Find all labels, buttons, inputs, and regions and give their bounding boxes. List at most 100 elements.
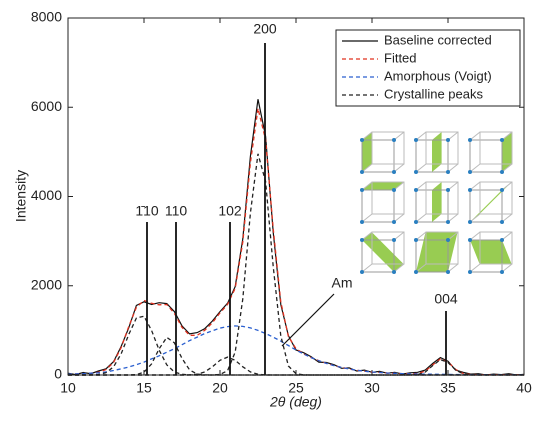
cube-edge	[447, 263, 459, 273]
cube-edge	[361, 263, 373, 273]
y-tick-label: 6000	[31, 98, 62, 114]
crystal-plane	[470, 240, 512, 264]
annotation: 110	[165, 203, 188, 219]
cube-edge	[361, 181, 373, 191]
cube-edge	[393, 263, 405, 273]
atom	[360, 138, 364, 142]
cube-edge	[393, 213, 405, 223]
cube-front	[361, 139, 395, 173]
cube-back	[479, 131, 513, 165]
cube-edge	[501, 231, 513, 241]
cube-edge	[393, 231, 405, 241]
series-line	[67, 108, 524, 376]
cube-front	[469, 189, 503, 223]
x-tick-label: 40	[516, 380, 532, 396]
atom	[392, 170, 396, 174]
cube-edge	[415, 163, 427, 173]
y-tick-label: 4000	[31, 187, 62, 203]
annotation: 102	[218, 203, 242, 219]
cube-front	[469, 139, 503, 173]
atom	[360, 220, 364, 224]
atom	[414, 220, 418, 224]
series-line	[68, 315, 524, 376]
x-tick-label: 30	[364, 380, 380, 396]
cube-edge	[469, 131, 481, 141]
atom	[392, 270, 396, 274]
cube-edge	[361, 231, 373, 241]
atom	[414, 188, 418, 192]
cube-edge	[447, 131, 459, 141]
atom	[392, 188, 396, 192]
legend-label: Baseline corrected	[384, 32, 492, 47]
cube-edge	[393, 131, 405, 141]
cube-edge	[447, 231, 459, 241]
annotation: 004	[434, 291, 458, 307]
cube-back	[371, 231, 405, 265]
inset-crystal-planes	[360, 131, 513, 274]
atom	[446, 138, 450, 142]
legend-label: Amorphous (Voigt)	[384, 68, 492, 83]
atom	[446, 238, 450, 242]
x-tick-label: 15	[136, 380, 152, 396]
atom	[446, 188, 450, 192]
cube-back	[425, 231, 459, 265]
cube-back	[371, 131, 405, 165]
atom	[468, 220, 472, 224]
cube-front	[415, 239, 449, 273]
atom	[360, 238, 364, 242]
cube-edge	[393, 181, 405, 191]
atom	[392, 220, 396, 224]
cube-front	[415, 139, 449, 173]
y-tick-label: 2000	[31, 276, 62, 292]
x-tick-label: 10	[60, 380, 76, 396]
x-tick-label: 25	[288, 380, 304, 396]
x-axis-label: 2θ (deg)	[269, 394, 322, 410]
cube-edge	[361, 163, 373, 173]
atom	[468, 270, 472, 274]
cube-edge	[447, 213, 459, 223]
cube-edge	[469, 163, 481, 173]
y-tick-label: 8000	[31, 9, 62, 25]
legend-box	[335, 29, 521, 107]
crystal-plane	[416, 232, 458, 272]
cube-front	[361, 189, 395, 223]
cube-edge	[501, 163, 513, 173]
cube-edge	[469, 231, 481, 241]
cube-edge	[393, 163, 405, 173]
cube-back	[479, 181, 513, 215]
y-axis-label: Intensity	[13, 170, 29, 222]
atom	[414, 270, 418, 274]
plot-frame	[67, 17, 525, 376]
crystal-plane	[362, 182, 404, 190]
cube-edge	[415, 131, 427, 141]
legend-label: Crystalline peaks	[384, 86, 483, 101]
cube-edge	[447, 163, 459, 173]
atom	[446, 220, 450, 224]
cube-edge	[501, 181, 513, 191]
cube-edge	[447, 181, 459, 191]
y-tick-label: 0	[54, 366, 62, 382]
cube-front	[361, 239, 395, 273]
cube-edge	[415, 181, 427, 191]
crystal-plane	[362, 232, 404, 272]
cube-edge	[501, 213, 513, 223]
legend-label: Fitted	[384, 50, 417, 65]
atom	[414, 138, 418, 142]
crystal-plane	[502, 132, 512, 172]
atom	[500, 270, 504, 274]
x-tick-label: 35	[440, 380, 456, 396]
atom	[468, 238, 472, 242]
cube-back	[371, 181, 405, 215]
cube-edge	[469, 263, 481, 273]
cube-edge	[415, 263, 427, 273]
cube-back	[479, 231, 513, 265]
crystal-plane	[362, 132, 372, 172]
cube-edge	[469, 213, 481, 223]
atom	[414, 238, 418, 242]
atom	[414, 170, 418, 174]
x-tick-label: 20	[212, 380, 228, 396]
atom	[446, 170, 450, 174]
crystal-plane	[432, 132, 442, 172]
atom	[392, 238, 396, 242]
atom	[500, 238, 504, 242]
